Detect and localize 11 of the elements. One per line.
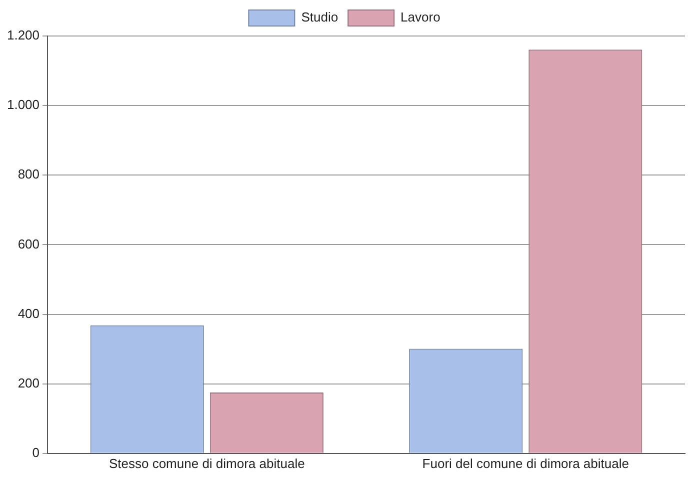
y-tick-label: 1.200 [6,28,40,43]
y-tick-label: 600 [18,236,40,252]
legend-label: Studio [301,10,338,25]
y-tick-label: 800 [18,166,40,182]
y-tick-label: 400 [18,306,40,321]
legend-label: Lavoro [400,10,440,25]
x-tick-label: Stesso comune di dimora abituale [108,456,305,471]
y-tick-label: 200 [18,375,40,390]
x-tick-label: Fuori del comune di dimora abituale [422,456,629,471]
y-tick-label: 1.000 [6,97,40,112]
y-tick-label: 0 [32,444,40,460]
